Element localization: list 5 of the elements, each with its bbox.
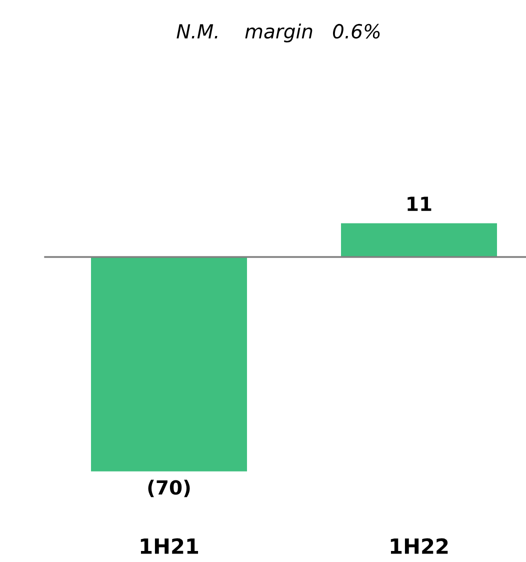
x-tick-label: 1H22 — [390, 538, 448, 554]
x-tick-label: 1H21 — [140, 538, 198, 554]
data-label: 11 — [408, 196, 432, 211]
text: N.M. margin 0.6% — [176, 24, 380, 42]
data-label: (70) — [148, 480, 190, 498]
